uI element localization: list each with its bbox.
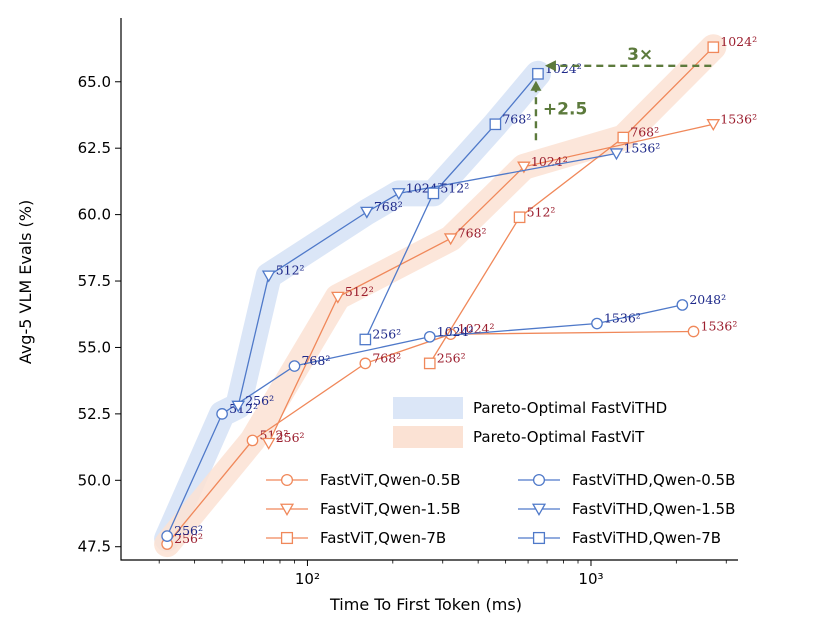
data-label: 512² bbox=[440, 180, 469, 195]
y-tick-label: 55.0 bbox=[78, 338, 111, 356]
data-point bbox=[591, 317, 603, 330]
data-label: 2048² bbox=[689, 292, 726, 307]
data-label: 768² bbox=[458, 226, 487, 241]
legend-marker bbox=[279, 503, 295, 516]
gain-label: +2.5 bbox=[543, 100, 587, 120]
speedup-arrowhead bbox=[544, 60, 556, 72]
data-point bbox=[513, 211, 526, 224]
data-point bbox=[706, 119, 721, 132]
legend-swatch bbox=[393, 397, 463, 419]
data-point bbox=[423, 330, 436, 343]
data-point bbox=[707, 41, 720, 54]
data-point bbox=[489, 118, 502, 131]
data-point bbox=[532, 67, 544, 80]
legend-marker bbox=[280, 473, 294, 487]
data-point bbox=[359, 357, 372, 370]
speedup-label: 3× bbox=[627, 45, 653, 65]
data-label: 1024² bbox=[531, 154, 568, 169]
data-point bbox=[609, 148, 624, 161]
data-point bbox=[231, 400, 246, 413]
data-point bbox=[261, 437, 276, 450]
y-tick-label: 62.5 bbox=[78, 139, 111, 157]
data-label: 1024² bbox=[437, 324, 474, 339]
pareto-bands bbox=[154, 34, 727, 558]
data-label: 512² bbox=[527, 204, 556, 219]
data-label: 256² bbox=[174, 523, 203, 538]
annotations: 3× +2.5 bbox=[530, 45, 712, 141]
series: 256² 512² 768² 1024² 1536² 256² 512² 768² 1024² 1… bbox=[161, 34, 757, 550]
data-label: 768² bbox=[502, 111, 531, 126]
y-tick-label: 50.0 bbox=[78, 471, 111, 489]
legend-swatch bbox=[393, 426, 463, 448]
data-point bbox=[427, 187, 440, 200]
legend-label: FastViTHD,Qwen-1.5B bbox=[572, 500, 735, 518]
y-tick-label: 47.5 bbox=[78, 538, 111, 556]
series-fastvit-qwen-7b: 256² 512² 768² 1024² bbox=[423, 34, 757, 370]
y-axis-label: Avg-5 VLM Evals (%) bbox=[16, 200, 35, 364]
data-label: 1536² bbox=[701, 319, 738, 334]
data-label: 1536² bbox=[720, 111, 757, 126]
legend-label: FastViT,Qwen-7B bbox=[320, 529, 446, 547]
data-label: 1536² bbox=[623, 141, 660, 156]
y-tick-label: 52.5 bbox=[78, 405, 111, 423]
data-point bbox=[216, 408, 228, 420]
data-point bbox=[617, 131, 630, 144]
data-point bbox=[331, 291, 345, 304]
data-point bbox=[288, 360, 301, 372]
x-axis-label: Time To First Token (ms) bbox=[329, 595, 522, 614]
data-label: 1536² bbox=[604, 311, 641, 326]
legend-label: FastViTHD,Qwen-7B bbox=[572, 529, 721, 547]
data-label: 768² bbox=[374, 199, 403, 214]
y-tick-label: 65.0 bbox=[78, 73, 111, 91]
data-point bbox=[360, 206, 374, 219]
legend-label: Pareto-Optimal FastViTHD bbox=[473, 399, 667, 417]
data-point bbox=[676, 299, 689, 311]
data-label: 256² bbox=[372, 326, 401, 341]
series-fastvit-qwen-1-5b: 256² 512² 768² 1024² 1536² bbox=[261, 111, 757, 450]
data-label: 512² bbox=[276, 263, 305, 278]
x-tick-label: 10³ bbox=[578, 570, 603, 588]
data-label: 256² bbox=[437, 350, 466, 365]
data-point bbox=[687, 325, 700, 338]
legend-label: FastViT,Qwen-0.5B bbox=[320, 471, 461, 489]
legend-label: FastViTHD,Qwen-0.5B bbox=[572, 471, 735, 489]
data-point bbox=[359, 333, 372, 346]
axes: 47.5 50.0 52.5 55.0 57.5 60.0 62.5 65.0 10² 10³ bbox=[78, 18, 738, 588]
series-fastvithd-qwen-1-5b: 256² 512² 768² 1024² 1536² bbox=[231, 141, 660, 413]
y-tick-label: 60.0 bbox=[78, 206, 111, 224]
legend: Pareto-Optimal FastViTHD Pareto-Optimal F… bbox=[266, 397, 735, 547]
legend-marker bbox=[532, 531, 546, 545]
data-point bbox=[443, 233, 458, 246]
data-label: 768² bbox=[372, 350, 401, 365]
data-label: 512² bbox=[345, 284, 374, 299]
series-line bbox=[166, 304, 683, 537]
data-point bbox=[391, 188, 406, 201]
y-tick-label: 57.5 bbox=[78, 272, 111, 290]
legend-label: Pareto-Optimal FastViT bbox=[473, 428, 645, 446]
data-label: 1024² bbox=[720, 34, 757, 49]
data-point bbox=[517, 161, 531, 174]
data-label: 256² bbox=[276, 430, 305, 445]
series-fastvithd-qwen-7b: 256² 512² 768² 1024² bbox=[359, 61, 582, 346]
legend-marker bbox=[280, 531, 294, 545]
series-line bbox=[429, 46, 714, 364]
data-label: 256² bbox=[174, 531, 203, 546]
data-point bbox=[261, 270, 276, 283]
legend-marker bbox=[532, 473, 546, 487]
data-label: 256² bbox=[245, 393, 274, 408]
x-tick-label: 10² bbox=[295, 570, 320, 588]
data-label: 768² bbox=[630, 125, 659, 140]
data-label: 768² bbox=[301, 353, 330, 368]
legend-marker bbox=[531, 503, 547, 516]
data-point bbox=[423, 357, 436, 370]
data-point bbox=[161, 530, 173, 542]
gain-arrowhead bbox=[530, 80, 542, 91]
data-point bbox=[246, 434, 259, 447]
series-line bbox=[364, 73, 539, 340]
pareto-band-1 bbox=[154, 34, 727, 558]
legend-label: FastViT,Qwen-1.5B bbox=[320, 500, 461, 518]
